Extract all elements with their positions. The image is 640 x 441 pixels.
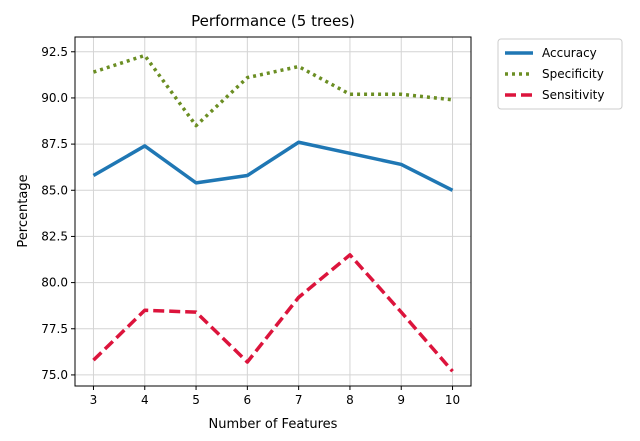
y-tick-label: 87.5 (41, 137, 68, 151)
y-tick-label: 92.5 (41, 45, 68, 59)
y-tick-label: 82.5 (41, 229, 68, 243)
legend-box (497, 38, 623, 110)
plot-frame (74, 36, 472, 387)
x-tick-label: 3 (90, 393, 98, 407)
grid (75, 37, 471, 386)
x-tick-label: 9 (397, 393, 405, 407)
x-tick-label: 6 (244, 393, 252, 407)
x-tick-label: 7 (295, 393, 303, 407)
y-tick-label: 85.0 (41, 183, 68, 197)
legend-label: Accuracy (542, 46, 597, 60)
legend: Accuracy Specificity Sensitivity (497, 38, 623, 110)
series-line-sensitivity (92, 253, 454, 373)
series-line-specificity (92, 53, 453, 128)
legend-label: Sensitivity (542, 88, 604, 102)
y-axis-label: Percentage (16, 174, 31, 247)
x-axis-label: Number of Features (209, 417, 338, 432)
x-axis-ticks: 3 4 5 6 7 8 9 10 (90, 386, 460, 407)
y-tick-label: 90.0 (41, 91, 68, 105)
series-layer (92, 53, 454, 373)
series-line-accuracy (92, 140, 454, 192)
x-tick-label: 5 (192, 393, 200, 407)
legend-label: Specificity (542, 67, 604, 81)
y-axis-ticks: 75.0 77.5 80.0 82.5 85.0 87.5 90.0 92.5 (41, 45, 75, 382)
y-tick-label: 77.5 (41, 322, 68, 336)
x-tick-label: 4 (141, 393, 149, 407)
x-tick-label: 8 (346, 393, 354, 407)
y-tick-label: 75.0 (41, 368, 68, 382)
chart-title: Performance (5 trees) (191, 12, 355, 30)
x-tick-label: 10 (445, 393, 460, 407)
y-tick-label: 80.0 (41, 276, 68, 290)
